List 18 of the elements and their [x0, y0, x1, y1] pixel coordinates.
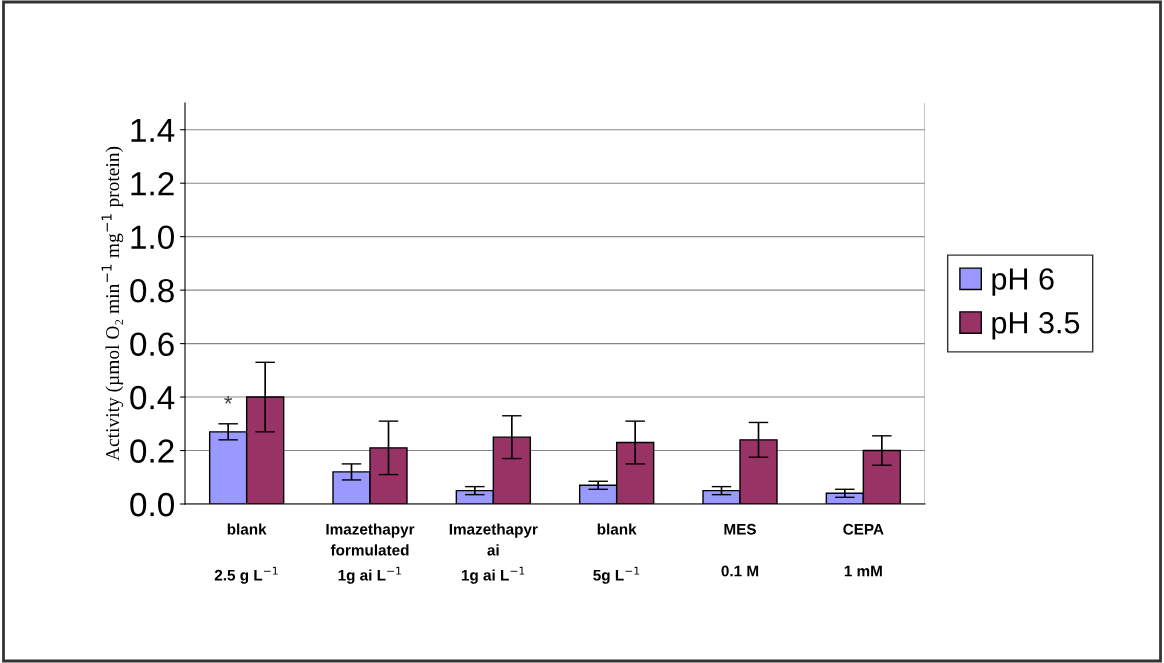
category-label: CEPA 1 mM: [843, 523, 884, 577]
y-tick-label: 0.2: [130, 439, 174, 463]
x-tick-label: Imazethapyr ai 1g ai L$^{−1}$: [449, 523, 538, 584]
y-tick-label: 0.8: [130, 278, 174, 303]
category-label: blank 5g L$^{−1}$: [593, 523, 640, 584]
category-label: blank 2.5 g L$^{−1}$: [214, 523, 278, 584]
legend-label: pH 6: [992, 268, 1054, 296]
annotation: *: [224, 395, 233, 404]
y-tick-label: 1.4: [131, 118, 175, 142]
y-tick-label: 1.0: [131, 225, 174, 250]
x-tick-label: Imazethapyr formulated 1g ai L$^{−1}$: [326, 523, 415, 584]
category-label: MES 0.1 M: [721, 523, 759, 577]
y-tick-label: 1.2: [131, 172, 174, 196]
y-tick-label: 0.4: [130, 385, 175, 410]
legend-label: pH 3.5: [992, 311, 1080, 340]
y-axis-title: Activity (µmol O₂ min$^{−1}$ mg$^{−1}$ protein): [101, 146, 124, 461]
y-tick-label: 0.0: [130, 492, 174, 517]
y-tick-label: 0.6: [130, 332, 174, 357]
